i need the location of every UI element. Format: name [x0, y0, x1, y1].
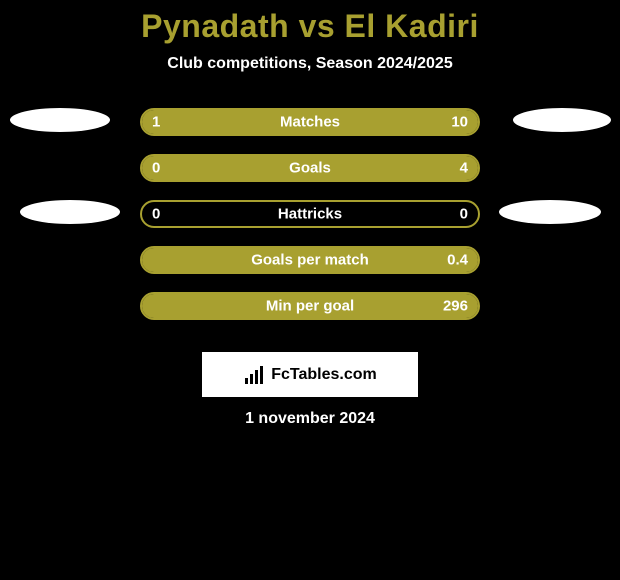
stat-value-left: 0	[152, 206, 160, 223]
stat-row-goals: 0 Goals 4	[0, 154, 620, 182]
stat-value-right: 0.4	[447, 252, 468, 269]
stat-value-right: 0	[460, 206, 468, 223]
comparison-title: Pynadath vs El Kadiri	[0, 0, 620, 45]
stat-value-right: 4	[460, 160, 468, 177]
bar-track: 0 Goals 4	[140, 154, 480, 182]
footer-date: 1 november 2024	[245, 410, 375, 428]
stat-label: Goals per match	[251, 252, 369, 269]
stats-container: 1 Matches 10 0 Goals 4 0 Hattricks 0 Goa…	[0, 108, 620, 320]
stat-row-matches: 1 Matches 10	[0, 108, 620, 136]
stat-row-goals-per-match: Goals per match 0.4	[0, 246, 620, 274]
brand-text: FcTables.com	[271, 366, 377, 384]
stat-label: Matches	[280, 114, 340, 131]
stat-value-right: 296	[443, 298, 468, 315]
stat-label: Goals	[289, 160, 331, 177]
stat-value-right: 10	[451, 114, 468, 131]
bar-track: 1 Matches 10	[140, 108, 480, 136]
brand-box: FcTables.com	[202, 352, 418, 397]
bar-track: Goals per match 0.4	[140, 246, 480, 274]
stat-value-left: 0	[152, 160, 160, 177]
comparison-subtitle: Club competitions, Season 2024/2025	[0, 55, 620, 73]
stat-label: Hattricks	[278, 206, 342, 223]
stat-value-left: 1	[152, 114, 160, 131]
marker-icon	[10, 108, 110, 132]
bar-track: Min per goal 296	[140, 292, 480, 320]
chart-icon	[243, 366, 267, 384]
stat-row-min-per-goal: Min per goal 296	[0, 292, 620, 320]
stat-label: Min per goal	[266, 298, 354, 315]
marker-icon	[513, 108, 611, 132]
stat-row-hattricks: 0 Hattricks 0	[0, 200, 620, 228]
bar-track: 0 Hattricks 0	[140, 200, 480, 228]
